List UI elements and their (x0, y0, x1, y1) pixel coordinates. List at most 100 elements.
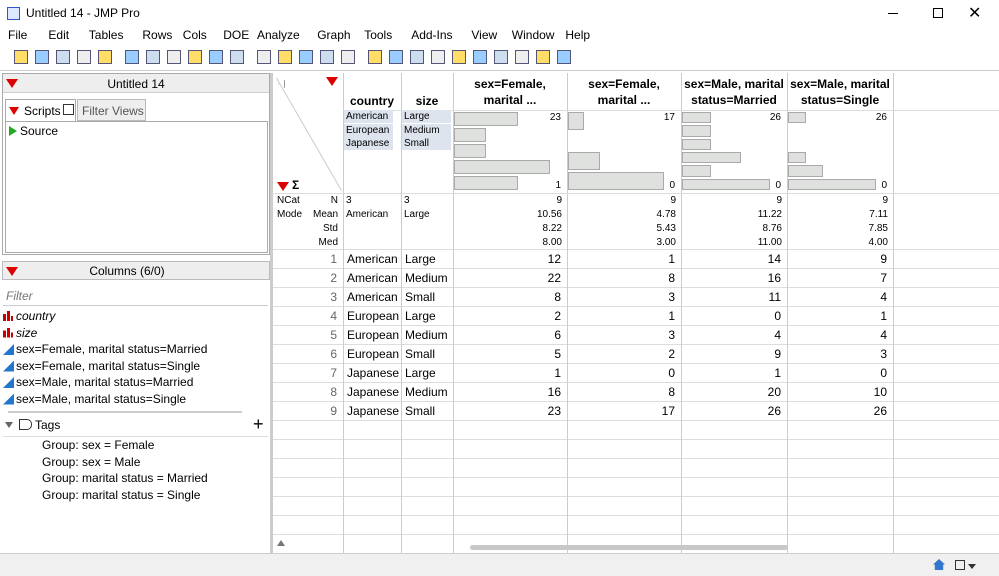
cell[interactable]: European (347, 309, 400, 323)
column-name[interactable]: sex=Female, marital status=Married (16, 342, 208, 356)
cell[interactable]: American (347, 290, 398, 304)
cell[interactable]: American (347, 271, 398, 285)
cell[interactable]: 0 (668, 366, 675, 380)
menu-item[interactable]: Tables (88, 28, 124, 42)
tab[interactable]: Scripts (24, 104, 61, 118)
stat-value: 9 (556, 195, 562, 206)
filter-box: Filter (6, 289, 33, 303)
cell[interactable]: 22 (547, 271, 561, 285)
menu-item[interactable]: Analyze (257, 28, 300, 42)
cell[interactable]: Japanese (347, 404, 400, 418)
menu-item[interactable]: Graph (317, 28, 351, 42)
cell[interactable]: 2 (554, 309, 561, 323)
column-header[interactable]: size (415, 94, 439, 108)
column-name[interactable]: size (16, 325, 38, 340)
cell[interactable]: 1 (554, 366, 561, 380)
cell[interactable]: European (347, 328, 400, 342)
cell[interactable]: 6 (554, 328, 561, 342)
cell[interactable]: 23 (547, 404, 561, 418)
cell[interactable]: 4 (774, 328, 781, 342)
cell[interactable]: 2 (668, 347, 675, 361)
cell[interactable]: 1 (668, 309, 675, 323)
cell[interactable]: Japanese (347, 385, 400, 399)
tab[interactable]: Filter Views (82, 104, 144, 118)
cell[interactable]: 26 (873, 404, 887, 418)
cell[interactable]: 1 (774, 366, 781, 380)
cell[interactable]: 14 (767, 252, 781, 266)
grid-row-line (272, 477, 999, 478)
grid-row-line (272, 382, 999, 383)
column-name[interactable]: sex=Male, marital status=Married (16, 375, 194, 389)
cell[interactable]: 0 (774, 309, 781, 323)
menu-item[interactable]: Add-Ins (411, 28, 453, 42)
grid-row-line (272, 363, 999, 364)
menu-item[interactable]: Tools (364, 28, 393, 42)
close-btn[interactable]: ✕ (968, 5, 982, 22)
menu-item[interactable]: File (8, 28, 28, 42)
column-name[interactable]: sex=Female, marital status=Single (16, 358, 201, 373)
grid-row-line (272, 515, 999, 516)
cell[interactable]: 8 (668, 385, 675, 399)
cell[interactable]: Medium (405, 271, 448, 285)
cell[interactable]: 8 (554, 290, 561, 304)
cell[interactable]: Japanese (347, 366, 400, 380)
column-header[interactable]: sex=Male, marital status=Single (790, 77, 890, 107)
toolbar-icon (431, 50, 445, 64)
cell[interactable]: 26 (767, 404, 781, 418)
cell[interactable]: Medium (405, 385, 448, 399)
cell[interactable]: 20 (767, 385, 781, 399)
cell[interactable]: American (347, 252, 398, 266)
cell[interactable]: Small (405, 347, 436, 361)
column-header[interactable]: sex=Male, marital status=Married (684, 77, 784, 107)
cell[interactable]: 17 (661, 404, 675, 418)
menu-item[interactable]: Window (511, 28, 555, 42)
column-header[interactable]: sex=Female, marital ... (474, 77, 546, 107)
menu-item[interactable]: Cols (182, 28, 207, 42)
cell[interactable]: 12 (547, 252, 561, 266)
cell[interactable]: 1 (668, 252, 675, 266)
cell[interactable]: 3 (880, 347, 887, 361)
cell[interactable]: 4 (880, 290, 887, 304)
row-number: 9 (330, 404, 337, 418)
menu-item[interactable]: Edit (48, 28, 70, 42)
cell[interactable]: 11 (768, 290, 781, 304)
script-item[interactable]: Source (20, 124, 59, 138)
menu-item[interactable]: Rows (142, 28, 173, 42)
column-header[interactable]: sex=Female, marital ... (588, 77, 660, 107)
status-bar (0, 553, 999, 576)
stat-value: Large (404, 209, 430, 220)
cell[interactable]: 16 (547, 385, 561, 399)
cell[interactable]: Large (405, 252, 436, 266)
cell[interactable]: 7 (880, 271, 887, 285)
cell[interactable]: 3 (668, 290, 675, 304)
level-bg (402, 137, 451, 150)
menu-item[interactable]: DOE (223, 28, 250, 42)
column-header[interactable]: country (349, 94, 394, 108)
cell[interactable]: 1 (880, 309, 887, 323)
cell[interactable]: Medium (405, 328, 448, 342)
cell[interactable]: Large (405, 309, 436, 323)
cell[interactable]: 8 (668, 271, 675, 285)
stat-label: Med (318, 237, 338, 248)
cell[interactable]: 9 (774, 347, 781, 361)
cell[interactable]: 4 (880, 328, 887, 342)
cell[interactable]: Small (405, 290, 436, 304)
cell[interactable]: Large (405, 366, 436, 380)
stat-value: 11.00 (757, 237, 782, 248)
cell[interactable]: European (347, 347, 400, 361)
add-tag[interactable]: + (253, 414, 264, 434)
menu-item[interactable]: Help (565, 28, 591, 42)
cell[interactable]: 0 (880, 366, 887, 380)
menu-item[interactable]: View (471, 28, 498, 42)
grid-row-line (272, 249, 999, 250)
column-name[interactable]: sex=Male, marital status=Single (16, 391, 187, 406)
toolbar-icon (257, 50, 271, 64)
cell[interactable]: 3 (668, 328, 675, 342)
column-name[interactable]: country (16, 309, 56, 323)
cell[interactable]: 16 (767, 271, 781, 285)
cell[interactable]: 5 (554, 347, 561, 361)
cell[interactable]: 10 (873, 385, 887, 399)
columns-title: Columns (6/0) (89, 264, 165, 278)
cell[interactable]: Small (405, 404, 436, 418)
cell[interactable]: 9 (880, 252, 887, 266)
